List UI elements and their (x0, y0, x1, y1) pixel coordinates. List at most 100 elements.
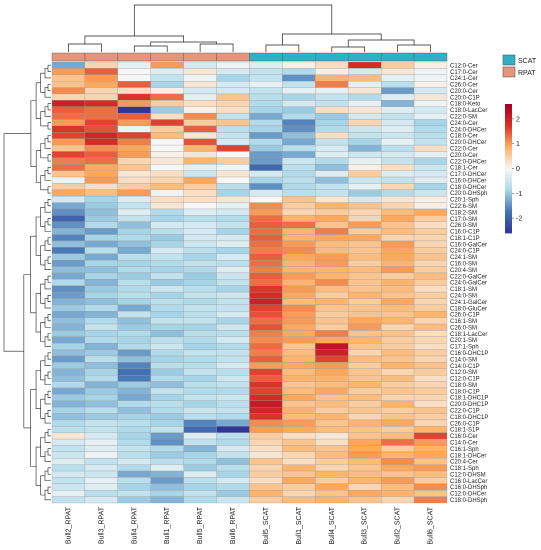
heatmap-cell (282, 419, 316, 427)
annotation-cell (249, 52, 283, 62)
heatmap-cell (150, 87, 184, 95)
heatmap-cell (183, 336, 217, 344)
heatmap-cell (348, 432, 382, 440)
heatmap-cell (348, 477, 382, 484)
colorbar-segment (505, 192, 512, 195)
legend-swatch (502, 54, 516, 66)
heatmap-cell (348, 406, 382, 414)
heatmap-cell (381, 323, 415, 331)
heatmap-cell (348, 151, 382, 159)
heatmap-cell (348, 157, 382, 165)
colorbar-segment (505, 131, 512, 135)
heatmap-cell (183, 74, 217, 82)
heatmap-cell (84, 81, 118, 88)
colorbar-segment (505, 110, 512, 113)
heatmap-cell (381, 202, 415, 210)
heatmap-cell (216, 375, 250, 382)
heatmap-cell (183, 432, 217, 440)
heatmap-cell (282, 362, 316, 369)
heatmap-cell (249, 496, 283, 504)
heatmap-cell (282, 125, 316, 133)
heatmap-cell (51, 183, 86, 190)
heatmap-cell (315, 330, 349, 337)
heatmap-cell (51, 483, 86, 491)
colorbar-segment (505, 106, 512, 109)
dendrogram-link (30, 100, 37, 167)
heatmap-cell (413, 291, 448, 299)
colorbar-segment (505, 159, 512, 163)
heatmap-cell (51, 330, 86, 337)
heatmap-cell (348, 228, 382, 235)
heatmap-cell (51, 362, 86, 369)
heatmap-cell (150, 234, 184, 242)
heatmap-cell (84, 164, 118, 171)
heatmap-cell (150, 368, 184, 376)
heatmap-cell (315, 470, 349, 478)
row-label: C16:0-GalCer (450, 242, 487, 248)
heatmap-cell (51, 176, 86, 184)
heatmap-cell (249, 221, 283, 229)
heatmap-cell (183, 445, 217, 453)
heatmap-cell (117, 432, 151, 440)
row-label: C20:0-DHC1P (450, 402, 488, 408)
heatmap-cell (150, 183, 184, 190)
heatmap-cell (51, 196, 86, 203)
heatmap-cell (413, 419, 448, 427)
heatmap-cell (216, 438, 250, 446)
heatmap-cell (282, 400, 316, 408)
colorbar-segment (505, 164, 512, 167)
heatmap-cell (249, 336, 283, 344)
colorbar-segment (505, 129, 512, 133)
heatmap-cell (150, 138, 184, 146)
heatmap-cell (249, 304, 283, 312)
heatmap-cell (117, 151, 151, 159)
heatmap-cell (51, 279, 86, 286)
row-label: C14:0-C1P (450, 364, 480, 370)
heatmap-cell (413, 458, 448, 465)
row-label: C22:0-C1P (450, 409, 480, 415)
heatmap-cell (249, 100, 283, 107)
heatmap-cell (249, 119, 283, 127)
heatmap-cell (315, 215, 349, 222)
heatmap-cell (150, 298, 184, 306)
dendrogram-link (47, 467, 51, 475)
heatmap-cell (216, 196, 250, 203)
heatmap-cell (117, 477, 151, 484)
heatmap-cell (216, 400, 250, 408)
heatmap-cell (183, 496, 217, 504)
heatmap-cell (117, 400, 151, 408)
dendrogram-link (68, 43, 102, 52)
heatmap-cell (216, 362, 250, 369)
heatmap-cell (249, 144, 283, 152)
heatmap-cell (150, 247, 184, 254)
colorbar-segment (505, 116, 512, 120)
heatmap-cell (183, 470, 217, 478)
row-label: C18:1-S1P (450, 428, 479, 434)
heatmap-cell (381, 362, 415, 369)
dendrogram-link (40, 207, 45, 227)
heatmap-cell (348, 183, 382, 190)
heatmap-cell (84, 445, 118, 453)
heatmap-cell (381, 164, 415, 171)
heatmap-cell (315, 196, 349, 203)
heatmap-cell (282, 336, 316, 344)
heatmap-cell (315, 100, 349, 107)
heatmap-cell (117, 170, 151, 178)
heatmap-cell (150, 451, 184, 459)
heatmap-cell (150, 132, 184, 139)
heatmap-cell (216, 496, 250, 504)
heatmap-cell (413, 93, 448, 101)
heatmap-cell (249, 311, 283, 318)
heatmap-cell (249, 426, 283, 433)
heatmap-cell (348, 170, 382, 178)
heatmap-cell (150, 144, 184, 152)
row-label: C16:0-Cer (450, 434, 478, 440)
heatmap-cell (183, 394, 217, 401)
heatmap-cell (249, 164, 283, 171)
heatmap-cell (51, 387, 86, 395)
colorbar-segment (505, 230, 512, 234)
row-label: C12:0-Cer (450, 63, 478, 69)
heatmap-cell (216, 68, 250, 75)
dendrogram-link (47, 135, 51, 143)
row-labels: C12:0-CerC17:0-CerC24:1-CerC26:0-CerC20:… (450, 63, 488, 504)
